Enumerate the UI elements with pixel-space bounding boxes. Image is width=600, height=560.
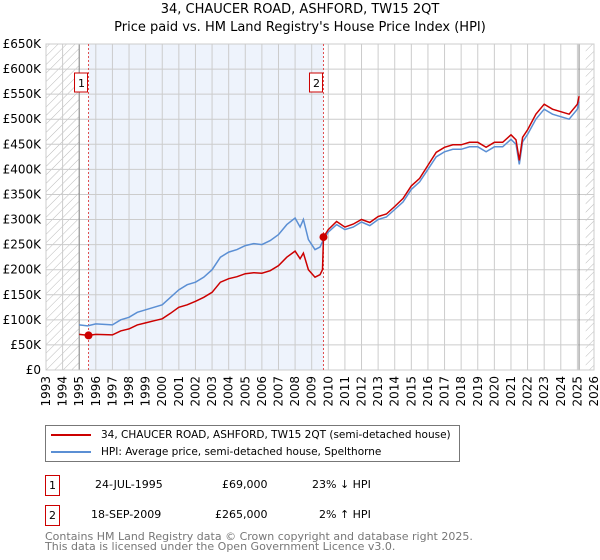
transaction-date: 24-JUL-1995 [95, 478, 163, 491]
sales-period-shading [88, 44, 324, 370]
series-line [79, 101, 580, 327]
x-tick-label: 1998 [122, 376, 136, 407]
transaction-row: 2 18-SEP-2009 £265,000 2% ↑ HPI [45, 505, 465, 526]
transaction-hpi: 23% ↓ HPI [312, 478, 371, 491]
x-tick-label: 1997 [105, 376, 119, 407]
sale-label-box [308, 72, 323, 93]
x-tick-label: 2018 [454, 376, 468, 407]
hatched-region [585, 44, 594, 370]
x-tick-label: 2003 [205, 376, 219, 407]
x-tick-label: 2002 [188, 376, 202, 407]
x-tick-label: 2000 [155, 376, 169, 407]
x-tick-label: 1999 [139, 376, 153, 407]
price-chart: 1993 1994 1995 1996 1997 1998 1999 2000 2001 2002… [3, 37, 600, 407]
sale-point [319, 233, 328, 242]
x-tick-label: 2001 [172, 376, 186, 407]
plot-frame [45, 43, 595, 371]
transaction-marker: 2 [45, 505, 60, 526]
x-tick-label: 1995 [72, 376, 86, 407]
x-tick-label: 2020 [487, 376, 501, 407]
x-tick-label: 2016 [421, 376, 435, 407]
transaction-price: £265,000 [215, 508, 268, 521]
x-tick-label: 2007 [271, 376, 285, 407]
sale-label-box [74, 72, 89, 93]
y-tick-label: £150K [3, 288, 43, 302]
x-tick-label: 2023 [537, 376, 551, 407]
y-tick-label: £650K [3, 37, 43, 51]
x-tick-label: 2010 [321, 376, 335, 407]
sale-point [84, 331, 93, 340]
y-tick-label: £250K [3, 238, 43, 252]
y-tick-label: £600K [3, 62, 43, 76]
x-tick-label: 2015 [404, 376, 418, 407]
y-tick-label: £350K [3, 187, 43, 201]
legend-label: HPI: Average price, semi-detached house,… [101, 446, 382, 458]
transaction-price: £69,000 [222, 478, 268, 491]
x-tick-label: 2006 [255, 376, 269, 407]
y-tick-label: £500K [3, 112, 43, 126]
chart-subtitle: Price paid vs. HM Land Registry's House … [114, 20, 486, 35]
x-tick-label: 1994 [56, 376, 70, 407]
x-tick-label: 2026 [587, 376, 600, 407]
chart-title: 34, CHAUCER ROAD, ASHFORD, TW15 2QT [160, 2, 440, 17]
x-tick-label: 2012 [355, 376, 369, 407]
x-tick-label: 2004 [222, 376, 236, 407]
y-tick-label: £550K [3, 87, 43, 101]
x-tick-label: 2011 [338, 376, 352, 407]
sale-label: 1 [78, 77, 85, 90]
x-tick-label: 2022 [521, 376, 535, 407]
y-tick-label: £50K [10, 338, 42, 352]
x-tick-label: 2025 [570, 376, 584, 407]
y-tick-label: £100K [3, 313, 43, 327]
transaction-hpi: 2% ↑ HPI [319, 508, 371, 521]
transaction-date: 18-SEP-2009 [91, 508, 162, 521]
y-tick-label: £450K [3, 137, 43, 151]
x-tick-label: 2021 [504, 376, 518, 407]
x-tick-label: 1993 [39, 376, 53, 407]
legend: 34, CHAUCER ROAD, ASHFORD, TW15 2QT (sem… [45, 425, 460, 462]
series-line [79, 96, 580, 337]
footer-licence: This data is licensed under the Open Gov… [45, 540, 396, 553]
y-tick-label: £300K [3, 213, 43, 227]
legend-swatch-blue [51, 451, 91, 453]
y-tick-label: £400K [3, 162, 43, 176]
x-tick-label: 2019 [471, 376, 485, 407]
x-tick-label: 2008 [288, 376, 302, 407]
legend-item-property: 34, CHAUCER ROAD, ASHFORD, TW15 2QT (sem… [51, 429, 451, 441]
sale-label: 2 [313, 77, 320, 90]
x-tick-label: 1996 [89, 376, 103, 407]
x-tick-label: 2005 [238, 376, 252, 407]
x-tick-label: 2014 [388, 376, 402, 407]
transaction-marker: 1 [45, 475, 60, 496]
legend-label: 34, CHAUCER ROAD, ASHFORD, TW15 2QT (sem… [101, 429, 451, 441]
transaction-row: 1 24-JUL-1995 £69,000 23% ↓ HPI [45, 475, 465, 496]
footer-copyright: Contains HM Land Registry data © Crown c… [45, 530, 473, 543]
x-tick-label: 2017 [438, 376, 452, 407]
y-tick-label: £200K [3, 263, 43, 277]
x-tick-label: 2013 [371, 376, 385, 407]
x-tick-label: 2024 [554, 376, 568, 407]
y-tick-label: £0 [26, 363, 41, 377]
legend-item-hpi: HPI: Average price, semi-detached house,… [51, 446, 381, 458]
legend-swatch-red [51, 434, 91, 436]
x-tick-label: 2009 [305, 376, 319, 407]
